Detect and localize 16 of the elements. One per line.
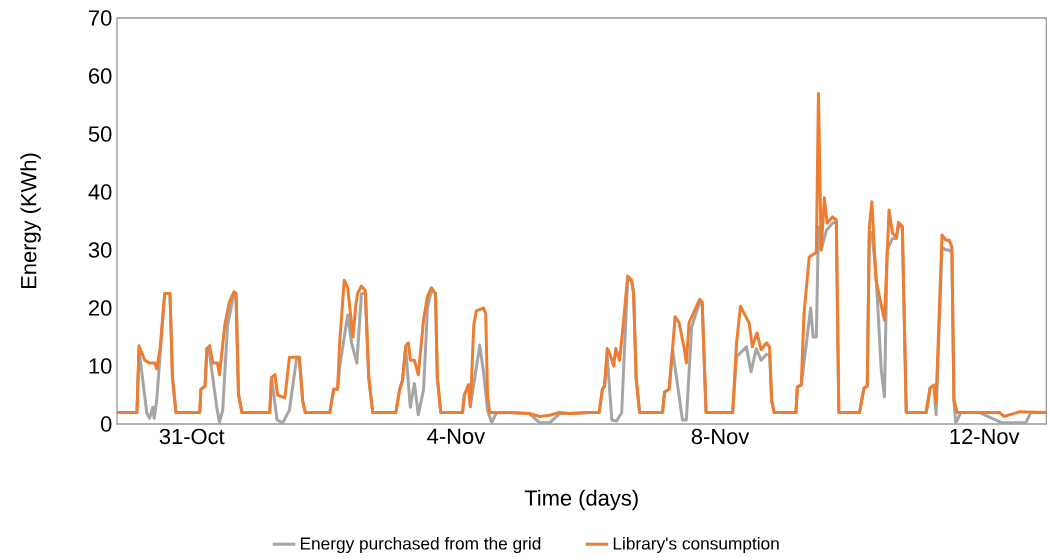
y-tick-label: 50 (88, 126, 112, 142)
y-tick-label: 20 (89, 300, 112, 316)
legend-label: Library's consumption (613, 536, 779, 554)
x-tick-label: 12-Nov (950, 428, 1020, 445)
x-tick-label: 4-Nov (427, 428, 486, 444)
y-tick-label: 60 (89, 68, 112, 84)
y-tick-label: 10 (89, 358, 112, 374)
y-tick-label: 0 (100, 416, 112, 432)
y-tick-label: 70 (89, 10, 112, 26)
y-tick-label: 40 (88, 184, 112, 200)
x-tick-label: 31-Oct (159, 428, 225, 445)
y-tick-label: 30 (88, 242, 112, 258)
x-tick-label: 8-Nov (691, 428, 750, 445)
x-axis-title: Time (days) (524, 489, 638, 511)
legend-label: Energy purchased from the grid (300, 536, 541, 554)
y-axis-title: Energy (KWh) (20, 153, 41, 289)
